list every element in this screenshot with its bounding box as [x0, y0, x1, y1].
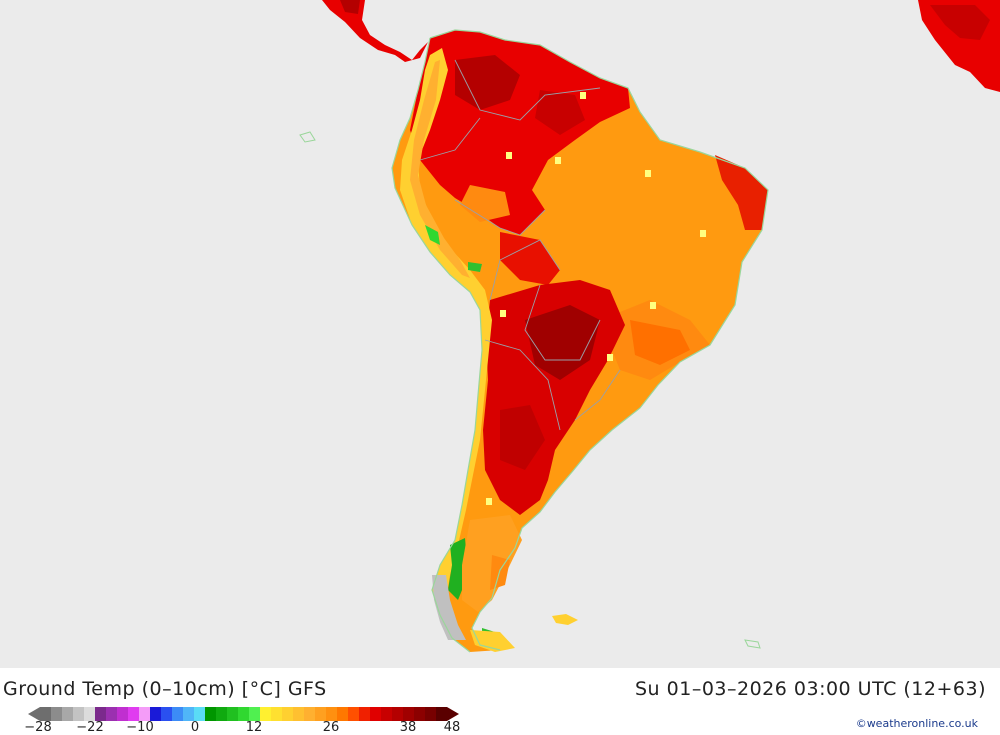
legend-color-cell	[249, 707, 260, 721]
legend-color-cell	[403, 707, 414, 721]
legend-color-cell	[326, 707, 337, 721]
forecast-datetime: Su 01–03–2026 03:00 UTC (12+63)	[635, 678, 986, 700]
map-canvas	[299, 0, 1000, 653]
color-legend	[28, 706, 468, 721]
legend-bar	[28, 707, 459, 721]
legend-color-cell	[73, 707, 84, 721]
legend-color-cell	[359, 707, 370, 721]
legend-color-cell	[315, 707, 326, 721]
legend-color-cell	[282, 707, 293, 721]
legend-color-cell	[381, 707, 392, 721]
legend-color-cell	[425, 707, 436, 721]
legend-color-cell	[370, 707, 381, 721]
legend-color-cell	[150, 707, 161, 721]
legend-tick-labels: −28 −22 −10 0 12 26 38 48	[0, 720, 480, 735]
legend-color-cell	[271, 707, 282, 721]
coastline	[429, 29, 769, 651]
legend-color-cell	[183, 707, 194, 721]
andes-range	[400, 48, 492, 640]
legend-tick-label: −22	[76, 720, 104, 735]
legend-color-cell	[40, 707, 51, 721]
legend-right-arrow	[447, 707, 459, 721]
central-america	[322, 0, 428, 62]
temperature-map[interactable]	[0, 0, 1000, 668]
country-borders	[419, 59, 621, 431]
legend-color-cell	[205, 707, 216, 721]
legend-color-cell	[194, 707, 205, 721]
legend-tick-label: 48	[443, 720, 461, 735]
legend-color-cell	[392, 707, 403, 721]
legend-tick-label: 38	[399, 720, 417, 735]
legend-left-arrow	[28, 707, 40, 721]
legend-color-cell	[216, 707, 227, 721]
legend-color-cell	[106, 707, 117, 721]
legend-tick-label: −10	[126, 720, 154, 735]
credit-link[interactable]: ©weatheronline.co.uk	[855, 717, 978, 730]
legend-color-cell	[84, 707, 95, 721]
legend-color-cell	[337, 707, 348, 721]
legend-color-cell	[139, 707, 150, 721]
legend-tick-label: 12	[245, 720, 263, 735]
legend-color-cell	[128, 707, 139, 721]
legend-color-cell	[436, 707, 447, 721]
legend-color-cell	[348, 707, 359, 721]
legend-color-cell	[117, 707, 128, 721]
legend-color-cell	[51, 707, 62, 721]
legend-tick-label: −28	[24, 720, 52, 735]
legend-tick-label: 26	[322, 720, 340, 735]
legend-color-cell	[172, 707, 183, 721]
legend-color-cell	[304, 707, 315, 721]
legend-color-cell	[414, 707, 425, 721]
footer: Ground Temp (0–10cm) [°C] GFS Su 01–03–2…	[0, 668, 1000, 735]
legend-color-cell	[260, 707, 271, 721]
legend-color-cell	[293, 707, 304, 721]
legend-tick-label: 0	[190, 720, 200, 735]
legend-color-cell	[62, 707, 73, 721]
legend-color-cell	[95, 707, 106, 721]
map-title: Ground Temp (0–10cm) [°C] GFS	[3, 678, 327, 700]
legend-color-cell	[227, 707, 238, 721]
legend-color-cell	[161, 707, 172, 721]
legend-color-cell	[238, 707, 249, 721]
